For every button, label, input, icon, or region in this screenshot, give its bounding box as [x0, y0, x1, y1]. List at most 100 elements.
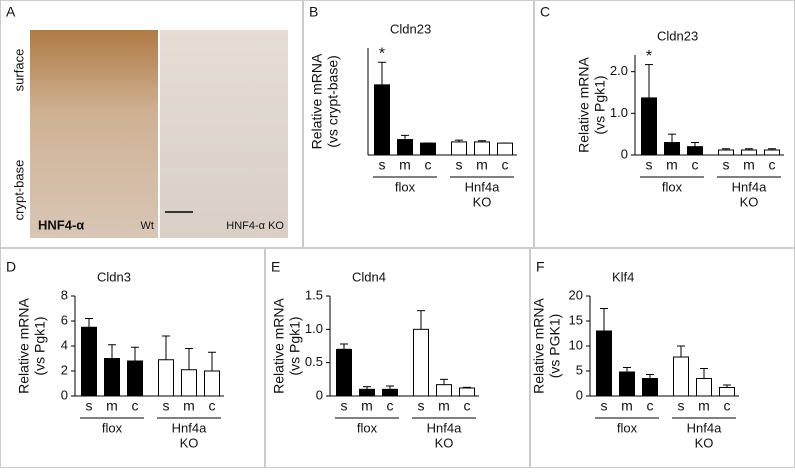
- y-tick-label: 5: [576, 362, 583, 377]
- y-tick-label: 1.0: [305, 321, 323, 336]
- x-tick-label: s: [86, 398, 93, 414]
- group-label: KO: [473, 194, 492, 209]
- x-tick-label: m: [438, 398, 450, 414]
- panel-letter: D: [6, 259, 16, 275]
- y-tick-label: 4: [61, 337, 68, 352]
- y-tick-label: 0: [621, 146, 628, 161]
- y-tick-label: 2: [61, 362, 68, 377]
- group-label: flox: [395, 179, 416, 194]
- panel-letter: F: [536, 259, 545, 275]
- x-tick-label: c: [647, 398, 654, 414]
- y-axis-label: Relative mRNA: [576, 57, 592, 153]
- group-label: Hnf4a: [465, 179, 500, 194]
- bar: [127, 360, 143, 397]
- bar: [664, 142, 680, 156]
- y-axis-label: (vs crypt-base): [325, 55, 341, 148]
- group-label: Hnf4a: [732, 179, 767, 194]
- x-tick-label: m: [399, 157, 411, 173]
- significance-marker: *: [646, 48, 652, 65]
- x-tick-label: m: [476, 157, 488, 173]
- y-axis-label: Relative mRNA: [16, 298, 32, 394]
- bar: [204, 370, 220, 397]
- x-tick-label: s: [723, 157, 730, 173]
- x-tick-label: c: [132, 398, 139, 414]
- x-tick-label: c: [769, 157, 776, 173]
- group-label: KO: [695, 435, 714, 450]
- bar: [619, 371, 635, 397]
- x-tick-label: c: [209, 398, 216, 414]
- chart-title: Klf4: [612, 269, 634, 284]
- bar: [374, 84, 390, 156]
- ko-label: HNF4-α KO: [226, 220, 284, 232]
- bar: [382, 388, 398, 397]
- y-axis-label: Relative mRNA: [309, 53, 325, 149]
- bar: [104, 358, 120, 397]
- y-axis-label: (vs Pgk1): [287, 316, 303, 375]
- y-tick-label: 1.0: [610, 105, 628, 120]
- bar: [81, 326, 97, 397]
- side-label: surface: [11, 49, 26, 92]
- bar: [474, 141, 490, 156]
- group-label: flox: [357, 420, 378, 435]
- bar: [596, 330, 612, 397]
- y-tick-label: 0: [576, 387, 583, 402]
- x-tick-label: m: [361, 398, 373, 414]
- x-tick-label: c: [502, 157, 509, 173]
- x-tick-label: s: [646, 157, 653, 173]
- bar: [642, 378, 658, 397]
- bar: [420, 142, 436, 156]
- group-label: KO: [180, 435, 199, 450]
- group-label: Hnf4a: [427, 420, 462, 435]
- x-tick-label: s: [678, 398, 685, 414]
- group-label: flox: [617, 420, 638, 435]
- x-tick-label: c: [425, 157, 432, 173]
- panel-letter: A: [6, 4, 16, 20]
- x-tick-label: s: [379, 157, 386, 173]
- y-tick-label: 6: [61, 312, 68, 327]
- bar: [673, 356, 689, 397]
- bar: [719, 387, 735, 397]
- x-tick-label: c: [387, 398, 394, 414]
- bar: [687, 146, 703, 156]
- bar: [641, 97, 657, 156]
- bar: [158, 359, 174, 397]
- y-tick-label: 20: [569, 287, 583, 302]
- bar: [436, 384, 452, 397]
- group-label: Hnf4a: [172, 420, 207, 435]
- y-axis-label: (vs Pgk1): [32, 316, 48, 375]
- y-axis-label: (vs Pgk1): [592, 75, 608, 134]
- y-tick-label: 15: [569, 312, 583, 327]
- chart-title: Cldn23: [657, 28, 698, 43]
- bar: [696, 378, 712, 397]
- y-tick-label: 0.5: [305, 354, 323, 369]
- y-tick-label: 8: [61, 287, 68, 302]
- wt-label: Wt: [141, 220, 154, 232]
- bar: [741, 149, 757, 156]
- x-tick-label: s: [163, 398, 170, 414]
- bar: [459, 387, 475, 397]
- group-label: Hnf4a: [687, 420, 722, 435]
- group-label: KO: [740, 194, 759, 209]
- x-tick-label: c: [692, 157, 699, 173]
- x-tick-label: c: [724, 398, 731, 414]
- x-tick-label: c: [464, 398, 471, 414]
- y-axis-label: (vs PGK1): [547, 314, 563, 379]
- panel-letter: E: [271, 259, 280, 275]
- stain-label: HNF4-α: [38, 217, 84, 232]
- x-tick-label: m: [743, 157, 755, 173]
- micrograph-ko: [160, 30, 288, 238]
- y-tick-label: 1.5: [305, 287, 323, 302]
- x-tick-label: s: [601, 398, 608, 414]
- bar: [718, 149, 734, 156]
- group-label: flox: [662, 179, 683, 194]
- x-tick-label: m: [183, 398, 195, 414]
- bar: [359, 388, 375, 397]
- chart-title: Cldn4: [352, 269, 386, 284]
- bar: [336, 348, 352, 397]
- panel-letter: B: [309, 4, 318, 20]
- panel-letter: C: [540, 4, 550, 20]
- chart-title: Cldn23: [390, 21, 431, 36]
- group-label: KO: [435, 435, 454, 450]
- bar: [413, 328, 429, 397]
- y-tick-label: 2.0: [610, 63, 628, 78]
